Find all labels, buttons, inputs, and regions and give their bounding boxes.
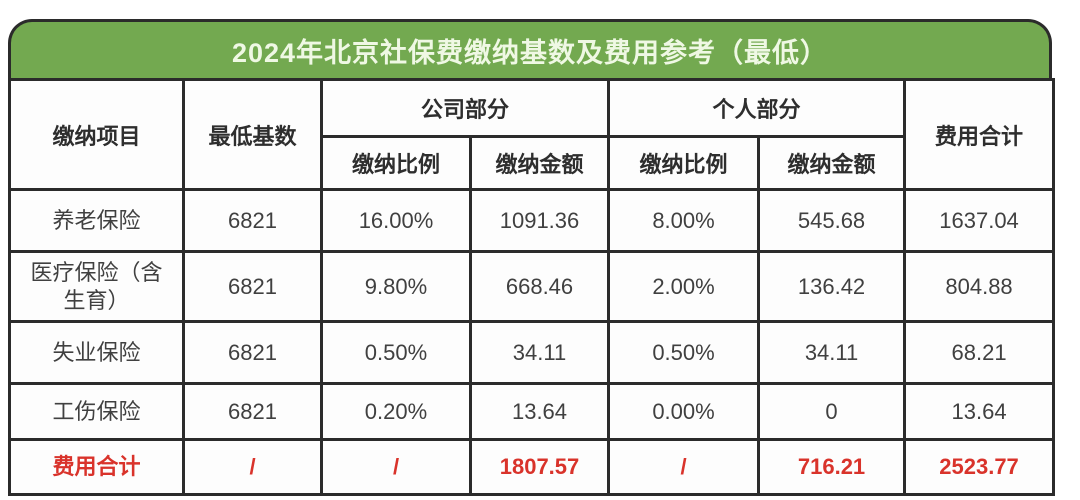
cell-personal-amount: 716.21	[757, 438, 907, 496]
header-company-ratio: 缴纳比例	[320, 135, 472, 191]
cell-company-ratio: 9.80%	[320, 250, 472, 323]
header-personal-group: 个人部分	[607, 78, 907, 138]
table-title: 2024年北京社保费缴纳基数及费用参考（最低）	[231, 37, 829, 68]
table-row-pension: 养老保险 6821 16.00% 1091.36 8.00% 545.68 16…	[8, 188, 1056, 253]
cell-personal-amount: 545.68	[757, 188, 907, 253]
social-insurance-card: 2024年北京社保费缴纳基数及费用参考（最低） 缴纳项目 最低基数 公司部分 个…	[8, 19, 1056, 496]
header-personal-amount: 缴纳金额	[757, 135, 907, 191]
cell-company-amount: 34.11	[468, 320, 611, 385]
cell-personal-amount: 136.42	[757, 250, 907, 323]
cell-personal-ratio: 0.00%	[607, 382, 761, 441]
table-row-medical: 医疗保险（含生育） 6821 9.80% 668.46 2.00% 136.42…	[8, 250, 1056, 323]
cell-personal-ratio: /	[607, 438, 761, 496]
cell-item: 失业保险	[8, 320, 185, 385]
cell-item: 医疗保险（含生育）	[8, 250, 185, 323]
cell-base: /	[182, 438, 323, 496]
cell-total: 68.21	[903, 320, 1056, 385]
cell-company-ratio: /	[320, 438, 472, 496]
cell-personal-ratio: 0.50%	[607, 320, 761, 385]
table-row-unemployment: 失业保险 6821 0.50% 34.11 0.50% 34.11 68.21	[8, 320, 1056, 385]
cell-company-ratio: 0.50%	[320, 320, 472, 385]
table-title-bar: 2024年北京社保费缴纳基数及费用参考（最低）	[8, 19, 1052, 78]
cell-item: 费用合计	[8, 438, 185, 496]
cell-company-amount: 1807.57	[468, 438, 611, 496]
header-company-group: 公司部分	[319, 78, 611, 138]
header-fee-total: 费用合计	[903, 78, 1056, 191]
cell-base: 6821	[182, 320, 323, 385]
header-item: 缴纳项目	[8, 78, 185, 191]
header-min-base: 最低基数	[182, 78, 323, 191]
cell-total: 13.64	[903, 382, 1056, 441]
header-row-subcolumns: 缴纳比例 缴纳金额 缴纳比例 缴纳金额	[10, 135, 1054, 191]
cell-company-amount: 668.46	[468, 250, 611, 323]
cell-base: 6821	[182, 382, 323, 441]
cell-company-ratio: 0.20%	[320, 382, 472, 441]
table-row-total: 费用合计 / / 1807.57 / 716.21 2523.77	[8, 438, 1056, 496]
cell-company-amount: 13.64	[468, 382, 611, 441]
cell-total: 1637.04	[903, 188, 1056, 253]
cell-personal-amount: 0	[757, 382, 907, 441]
cell-item: 工伤保险	[8, 382, 185, 441]
cell-company-ratio: 16.00%	[320, 188, 472, 253]
cell-personal-ratio: 2.00%	[607, 250, 761, 323]
header-personal-ratio: 缴纳比例	[607, 135, 761, 191]
cell-item: 养老保险	[8, 188, 185, 253]
header-company-amount: 缴纳金额	[468, 135, 611, 191]
cell-company-amount: 1091.36	[468, 188, 611, 253]
social-insurance-table: 缴纳项目 最低基数 公司部分 个人部分 费用合计 缴纳比例 缴纳金额 缴纳比例 …	[8, 78, 1056, 496]
cell-personal-amount: 34.11	[757, 320, 907, 385]
cell-base: 6821	[182, 188, 323, 253]
header-row-groups: 缴纳项目 最低基数 公司部分 个人部分 费用合计	[8, 78, 1056, 191]
cell-personal-ratio: 8.00%	[607, 188, 761, 253]
table-row-injury: 工伤保险 6821 0.20% 13.64 0.00% 0 13.64	[8, 382, 1056, 441]
cell-total: 804.88	[903, 250, 1056, 323]
cell-total: 2523.77	[903, 438, 1056, 496]
cell-base: 6821	[182, 250, 323, 323]
